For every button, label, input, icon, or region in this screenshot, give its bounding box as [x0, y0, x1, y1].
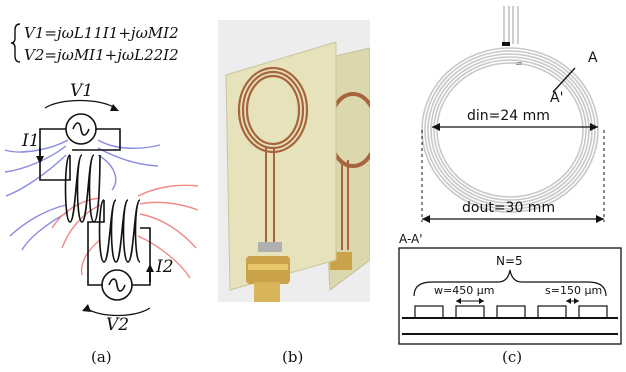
- equation-1: V1=jωL11I1+jωMI2: [24, 24, 179, 42]
- din-label: din=24 mm: [467, 108, 550, 124]
- equation-brace: [10, 23, 21, 63]
- n-label: N=5: [496, 254, 523, 268]
- caption-a: (a): [91, 348, 112, 366]
- label-i2: I2: [156, 257, 174, 277]
- panel-c: A A' din=24 mm dout=30 mm A-A' N=5 w=450…: [392, 0, 626, 372]
- s-label: s=150 μm: [545, 284, 603, 297]
- spiral-layout-drawing: [398, 6, 622, 345]
- magnetic-field-lines-blue: [4, 139, 161, 251]
- pcb-photo-drawing: [225, 41, 370, 302]
- label-v1: V1: [70, 81, 94, 101]
- section-marker-a: A: [588, 50, 598, 66]
- cross-section-box: [398, 247, 622, 345]
- label-i1: I1: [22, 131, 40, 151]
- dout-label: dout=30 mm: [462, 200, 556, 216]
- w-label: w=450 μm: [434, 284, 495, 297]
- coupled-coils-diagram: [4, 99, 199, 317]
- equation-2: V2=jωMI1+jωL22I2: [24, 46, 179, 64]
- section-line: [552, 67, 576, 93]
- caption-c: (c): [502, 348, 523, 366]
- lower-circuit: [87, 199, 151, 301]
- upper-circuit: [39, 113, 121, 223]
- section-title: A-A': [399, 232, 423, 246]
- pcb-photo: [218, 20, 370, 302]
- voltage-arrow-v2: [85, 307, 151, 317]
- panel-a: V1=jωL11I1+jωMI2 V2=jωMI1+jωL22I2: [0, 0, 210, 372]
- label-v2: V2: [106, 315, 130, 335]
- magnetic-field-lines-red: [51, 184, 199, 279]
- n-brace: [413, 269, 607, 297]
- voltage-arrow-v1: [44, 99, 116, 109]
- caption-b: (b): [282, 348, 304, 366]
- section-marker-a-prime: A': [550, 90, 564, 106]
